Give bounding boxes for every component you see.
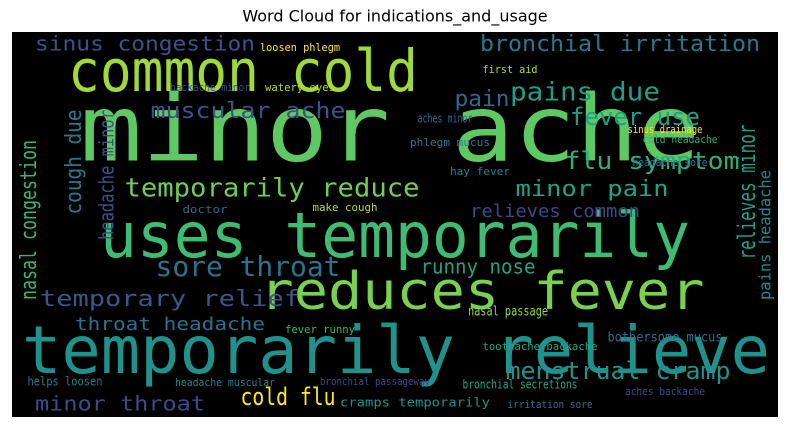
word: aches minor bbox=[418, 112, 473, 126]
word: menstrual cramp bbox=[506, 357, 731, 385]
word: irritation sore bbox=[508, 398, 593, 411]
word: helps loosen bbox=[28, 375, 103, 389]
word: relieves common bbox=[470, 201, 640, 222]
word: first aid bbox=[483, 63, 538, 76]
word: reduces fever bbox=[260, 262, 705, 322]
word: temporary relief bbox=[40, 287, 300, 312]
word: headache minor bbox=[95, 110, 119, 240]
word: backache minor bbox=[170, 81, 250, 94]
word: loosen phlegm bbox=[260, 41, 340, 54]
word: cough due bbox=[62, 110, 87, 215]
word: make cough bbox=[313, 201, 378, 214]
word: pain bbox=[455, 87, 510, 112]
word: hay fever bbox=[450, 165, 510, 178]
word: bothersome mucus bbox=[608, 331, 723, 346]
word: common cold bbox=[68, 37, 418, 105]
word: minor ache bbox=[80, 75, 700, 182]
word: cold flu bbox=[241, 383, 336, 411]
word: nasal passage bbox=[468, 305, 548, 320]
word: pains headache bbox=[756, 170, 775, 300]
word: minor pain bbox=[516, 177, 669, 202]
word: fever runny bbox=[285, 323, 355, 336]
word: sinus congestion bbox=[35, 32, 255, 56]
word: headache sore bbox=[633, 156, 708, 169]
cloud-background bbox=[12, 32, 778, 417]
word: fever use bbox=[570, 103, 700, 131]
word: toothache backache bbox=[483, 340, 598, 353]
chart-title: Word Cloud for indications_and_usage bbox=[242, 7, 547, 27]
word: muscular ache bbox=[151, 99, 346, 124]
word: minor throat bbox=[35, 392, 205, 416]
word: throat headache bbox=[75, 314, 265, 335]
word: temporarily reduce bbox=[125, 174, 420, 204]
word: phlegm mucus bbox=[410, 136, 490, 149]
word: bronchial passageway bbox=[320, 375, 430, 388]
word: runny nose bbox=[421, 255, 536, 279]
word: watery eyes bbox=[265, 81, 335, 94]
word: uses temporarily bbox=[100, 199, 690, 272]
word: cramps temporarily bbox=[340, 396, 490, 410]
word: pains due bbox=[510, 78, 660, 108]
word: cold headache bbox=[643, 133, 718, 146]
word: bronchial secretions bbox=[463, 378, 578, 392]
word: aches backache bbox=[625, 385, 705, 398]
word: sore throat bbox=[156, 250, 341, 283]
word: doctor bbox=[183, 203, 228, 216]
word: flu symptom bbox=[565, 147, 740, 175]
word: nasal congestion bbox=[17, 140, 42, 300]
word: relieves minor bbox=[733, 125, 761, 260]
word: headache muscular bbox=[175, 376, 275, 389]
word: temporarily relieve bbox=[22, 312, 770, 389]
word: sinus drainage bbox=[628, 123, 703, 136]
word: bronchial irritation bbox=[480, 32, 760, 57]
